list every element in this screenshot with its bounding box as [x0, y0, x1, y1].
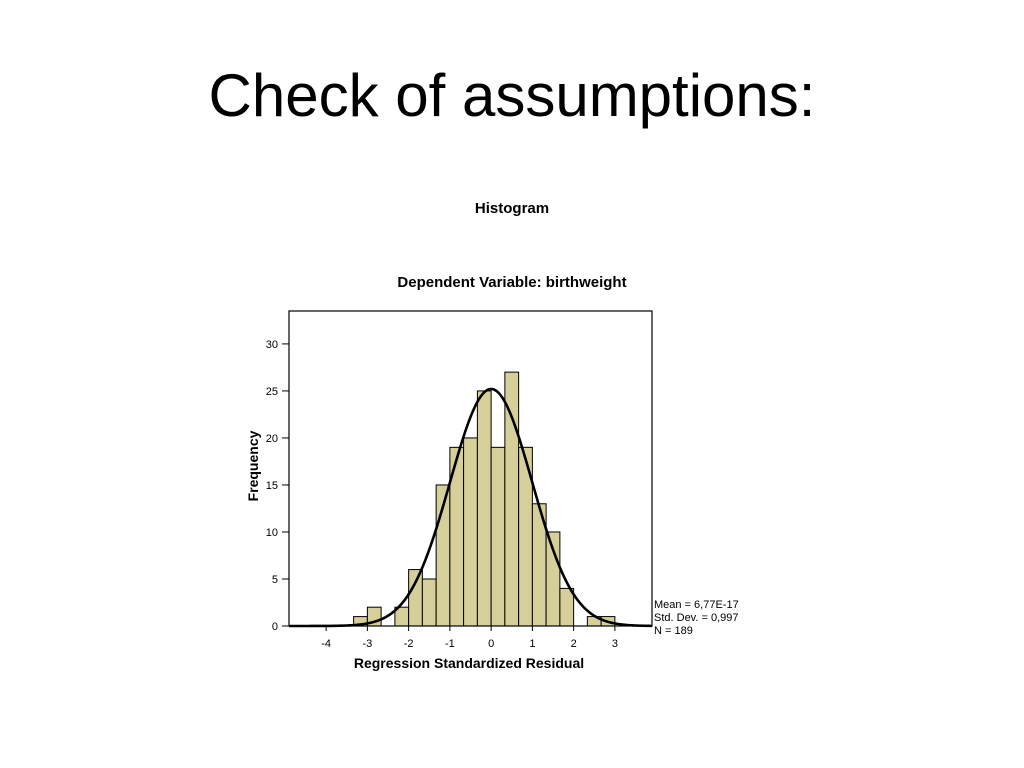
histogram-bar	[476, 390, 492, 627]
histogram-bar	[421, 578, 437, 627]
curve-group	[289, 387, 653, 628]
x-ticks-group: -4 -3 -2 -1 0 1 2 3	[321, 626, 618, 650]
chart-subtitle: Dependent Variable: birthweight	[397, 274, 626, 291]
histogram-bar	[504, 371, 520, 627]
y-tick-label: 20	[266, 433, 278, 445]
x-tick-label: 1	[529, 638, 535, 650]
plot-frame	[288, 310, 653, 627]
x-tick-label: 2	[571, 638, 577, 650]
y-tick-label: 15	[266, 480, 278, 492]
x-tick-label: -2	[404, 638, 414, 650]
stats-mean: Mean = 6,77E-17	[654, 599, 739, 611]
bars-group	[353, 371, 616, 627]
x-tick-label: -1	[445, 638, 455, 650]
histogram-bar	[463, 437, 478, 627]
normal-curve	[289, 387, 653, 628]
y-tick-label: 0	[272, 621, 278, 633]
y-axis-label-group: Frequency	[245, 430, 261, 501]
histogram-bar	[408, 569, 423, 627]
x-tick-label: -4	[321, 638, 331, 650]
stats-std-dev: Std. Dev. = 0,997	[654, 612, 739, 624]
y-ticks-group: 0 5 10 15 20 25 30	[266, 339, 289, 633]
y-tick-label: 5	[272, 574, 278, 586]
y-tick-label: 30	[266, 339, 278, 351]
x-tick-label: 0	[488, 638, 494, 650]
y-tick-label: 25	[266, 386, 278, 398]
stats-n: N = 189	[654, 625, 693, 637]
x-tick-label: 3	[612, 638, 618, 650]
x-axis-label: Regression Standardized Residual	[354, 655, 584, 671]
y-axis-label: Frequency	[245, 430, 261, 501]
histogram-bar	[490, 446, 506, 627]
slide-title: Check of assumptions:	[208, 62, 816, 129]
y-tick-label: 10	[266, 527, 278, 539]
x-tick-label: -3	[362, 638, 372, 650]
histogram-bar	[559, 587, 575, 627]
chart-title: Histogram	[475, 200, 549, 217]
